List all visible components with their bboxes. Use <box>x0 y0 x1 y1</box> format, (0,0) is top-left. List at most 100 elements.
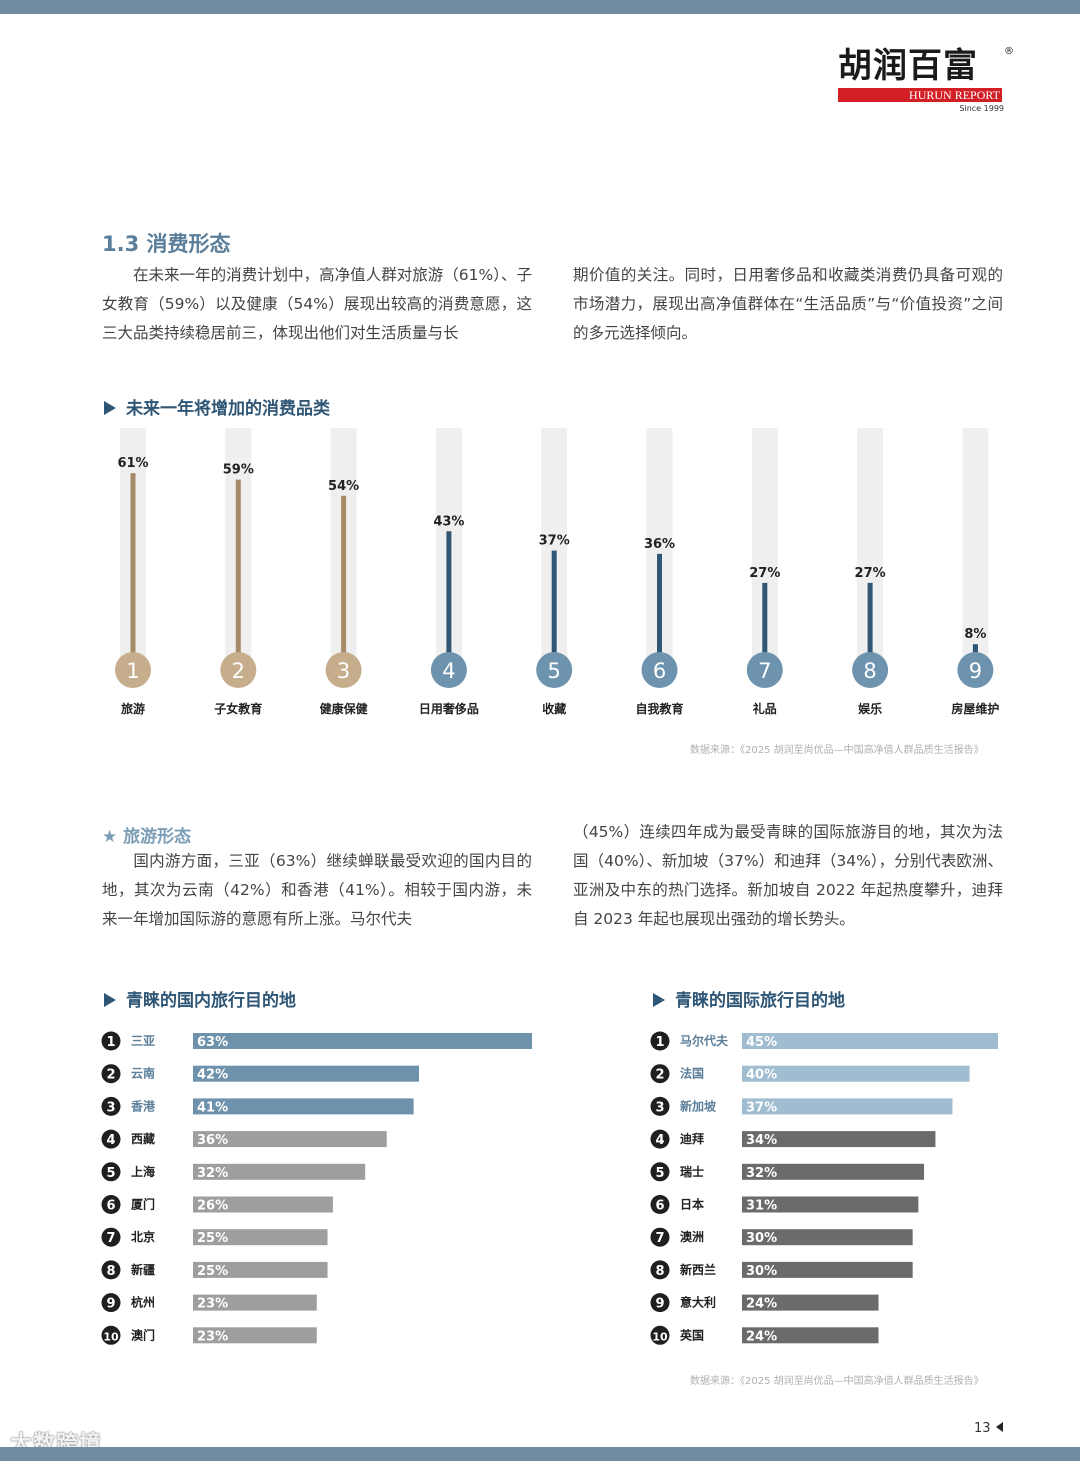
triangle-bullet-icon <box>104 401 116 415</box>
bar <box>193 1229 328 1246</box>
rank-number: 5 <box>655 1166 664 1181</box>
rank-number: 7 <box>758 659 771 683</box>
category-label: 三亚 <box>131 1034 155 1048</box>
rank-number: 6 <box>106 1199 115 1214</box>
bar <box>193 1131 387 1148</box>
category-label: 新疆 <box>131 1262 155 1277</box>
data-label: 25% <box>197 1264 228 1279</box>
rank-circle <box>852 652 889 688</box>
data-label: 37% <box>539 534 570 549</box>
bar <box>193 1098 414 1115</box>
category-label: 澳洲 <box>680 1229 704 1244</box>
travel-heading: ★ 旅游形态 <box>102 822 191 847</box>
chart3-title: 青睐的国际旅行目的地 <box>675 991 845 1011</box>
rank-number: 4 <box>655 1133 664 1148</box>
bar <box>742 1229 913 1246</box>
bar <box>193 1327 317 1344</box>
rank-number: 10 <box>652 1330 668 1343</box>
data-source-note-2: 数据来源：《2025 胡润至尚优品—中国高净值人群品质生活报告》 <box>690 1376 984 1387</box>
rank-number: 1 <box>126 659 139 683</box>
rank-number: 2 <box>655 1068 664 1083</box>
category-label: 自我教育 <box>635 701 683 716</box>
category-label: 礼品 <box>753 701 777 716</box>
rank-number: 8 <box>655 1264 664 1279</box>
chart1-title: 未来一年将增加的消费品类 <box>126 399 330 419</box>
data-label: 54% <box>328 479 359 494</box>
rank-number: 2 <box>106 1068 115 1083</box>
logo-chinese-text: 胡润百富 <box>838 46 978 86</box>
data-label: 23% <box>197 1329 228 1344</box>
triangle-bullet-icon <box>104 993 116 1007</box>
chart3-heading: 青睐的国际旅行目的地 <box>653 986 845 1011</box>
rank-number: 8 <box>863 659 876 683</box>
bar <box>742 1098 953 1115</box>
top-accent-bar <box>0 0 1080 14</box>
bar-track <box>962 428 989 670</box>
rank-circle <box>101 1064 121 1084</box>
data-label: 61% <box>117 456 148 471</box>
logo-registered-mark: ® <box>1004 46 1014 57</box>
intro-left-text: 在未来一年的消费计划中，高净值人群对旅游（61%）、子女教育（59%）以及健康（… <box>102 266 532 342</box>
rank-circle <box>101 1195 121 1214</box>
bar <box>551 550 557 670</box>
category-label: 娱乐 <box>858 701 882 716</box>
rank-number: 6 <box>653 659 666 683</box>
data-label: 30% <box>746 1231 777 1246</box>
data-label: 27% <box>749 566 780 581</box>
category-label: 旅游 <box>121 701 145 716</box>
data-label: 26% <box>197 1199 228 1214</box>
data-label: 43% <box>433 514 464 529</box>
chart1-heading: 未来一年将增加的消费品类 <box>104 394 330 419</box>
category-label: 杭州 <box>131 1295 155 1310</box>
category-label: 意大利 <box>680 1295 716 1310</box>
chart2-title: 青睐的国内旅行目的地 <box>126 991 296 1011</box>
rank-number: 3 <box>337 659 350 683</box>
bar <box>742 1196 919 1213</box>
rank-circle <box>536 652 573 688</box>
rank-circle <box>101 1227 121 1247</box>
travel-title: 旅游形态 <box>123 827 192 847</box>
rank-circle <box>650 1260 670 1280</box>
bar <box>742 1131 936 1148</box>
bar <box>742 1033 998 1049</box>
bar <box>130 473 136 670</box>
rank-number: 7 <box>655 1231 664 1246</box>
rank-circle <box>650 1195 670 1214</box>
international-destinations-chart: 1 马尔代夫 45% 2 法国 40% 3 新加坡 37% 4 迪拜 34% 5 瑞士 32% 6 日本 31% 7… <box>650 1031 998 1345</box>
bar <box>742 1327 879 1344</box>
data-label: 31% <box>746 1199 777 1214</box>
bar <box>193 1033 532 1049</box>
category-label: 西藏 <box>131 1131 155 1146</box>
category-label: 澳门 <box>131 1327 155 1342</box>
data-label: 8% <box>964 627 986 642</box>
rank-circle <box>650 1129 670 1149</box>
travel-paragraph-left: 国内游方面，三亚（63%）继续蝉联最受欢迎的国内目的地，其次为云南（42%）和香… <box>102 847 532 934</box>
rank-number: 10 <box>103 1330 119 1343</box>
category-label: 瑞士 <box>680 1164 704 1179</box>
rank-circle <box>115 652 151 688</box>
rank-number: 9 <box>655 1297 664 1312</box>
rank-number: 9 <box>106 1297 115 1312</box>
data-label: 63% <box>197 1035 228 1050</box>
category-label: 北京 <box>131 1229 155 1244</box>
rank-circle <box>650 1325 670 1345</box>
rank-circle <box>101 1031 121 1051</box>
data-source-note-1: 数据来源：《2025 胡润至尚优品—中国高净值人群品质生活报告》 <box>690 745 984 756</box>
data-label: 37% <box>746 1100 777 1115</box>
rank-number: 7 <box>106 1231 115 1246</box>
data-label: 36% <box>197 1133 228 1148</box>
rank-number: 2 <box>232 659 245 683</box>
rank-circle <box>101 1129 121 1149</box>
consumption-categories-chart: 61% 1 旅游 59% 2 子女教育 54% 3 健康保健 43% 4 日用奢侈品 37% 5 收藏 36%… <box>115 428 999 716</box>
category-label: 房屋维护 <box>951 701 999 716</box>
triangle-bullet-icon <box>653 993 665 1007</box>
logo-english-text: HURUN REPORT <box>838 88 1002 102</box>
rank-number: 4 <box>106 1133 115 1148</box>
category-label: 迪拜 <box>680 1131 704 1146</box>
rank-circle <box>220 652 257 688</box>
rank-circle <box>430 652 467 688</box>
section-title: 1.3 消费形态 <box>102 232 231 256</box>
star-icon: ★ <box>102 827 118 847</box>
category-label: 健康保健 <box>320 701 369 716</box>
domestic-destinations-chart: 1 三亚 63% 2 云南 42% 3 香港 41% 4 西藏 36% 5 上海 32% 6 厦门 26% 7 北京 2… <box>101 1031 532 1345</box>
